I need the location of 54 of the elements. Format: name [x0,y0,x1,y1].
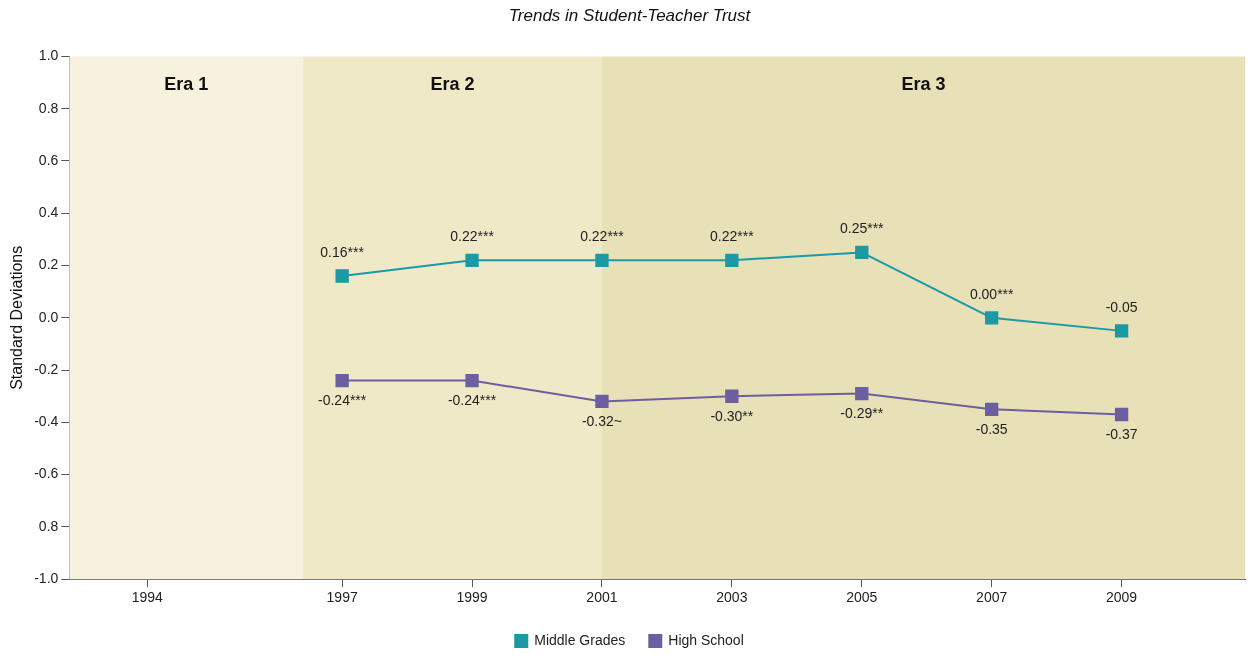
y-tick-label: 0.0 [38,308,59,325]
data-label: -0.37 [1105,426,1138,443]
band-label: Era 2 [430,74,475,95]
data-label: -0.24*** [318,392,367,409]
point [335,269,349,283]
data-label: 0.16*** [320,243,365,260]
data-label: -0.05 [1105,298,1138,315]
point [595,253,609,267]
data-label: 0.25*** [839,220,885,237]
point [465,253,479,267]
y-tick-label: -1.0 [34,570,59,587]
y-tick-label: -0.2 [34,360,59,377]
y-tick-label: 0.2 [38,256,59,273]
point [465,373,479,388]
y-tick-label: 0.6 [38,151,59,168]
x-tick-label: 2007 [976,589,1008,606]
y-tick-label: 0.8 [38,517,59,534]
y-tick-label: -0.6 [34,465,59,482]
data-label: -0.35 [975,421,1008,438]
point [985,311,999,325]
point [725,253,739,267]
x-tick-label: 2009 [1106,589,1138,606]
x-tick-label: 2005 [846,589,878,606]
y-tick-label: -0.4 [34,413,59,430]
data-label: 0.22*** [710,228,755,245]
point [1114,324,1129,338]
y-axis-title: Standard Deviations [8,245,26,390]
data-label: -0.32~ [581,413,622,430]
y-tick-label: 0.8 [38,99,59,116]
band-label: Era 1 [164,74,209,95]
x-tick-label: 1994 [131,589,164,606]
point [985,402,999,416]
point [725,389,739,403]
x-tick-label: 2003 [716,589,748,606]
legend-label: Middle Grades [534,631,626,648]
y-tick-label: 0.4 [38,204,59,221]
data-label: 0.22*** [450,228,495,245]
data-label: -0.30** [710,408,754,425]
point [855,245,869,260]
data-label: -0.24*** [447,392,497,409]
point [595,394,609,409]
x-tick-label: 1999 [456,589,488,606]
band-label: Era 3 [901,74,946,95]
point [1114,407,1129,422]
data-label: -0.29** [840,405,884,422]
legend-label: High School [668,631,744,648]
x-tick-label: 1997 [326,589,358,606]
data-label: 0.00*** [969,285,1015,302]
chart-title: Trends in Student-Teacher Trust [508,5,752,25]
point [335,373,349,388]
y-tick-label: 1.0 [38,47,59,64]
point [855,386,869,401]
x-tick-label: 2001 [586,589,618,606]
data-label: 0.22*** [580,228,625,245]
